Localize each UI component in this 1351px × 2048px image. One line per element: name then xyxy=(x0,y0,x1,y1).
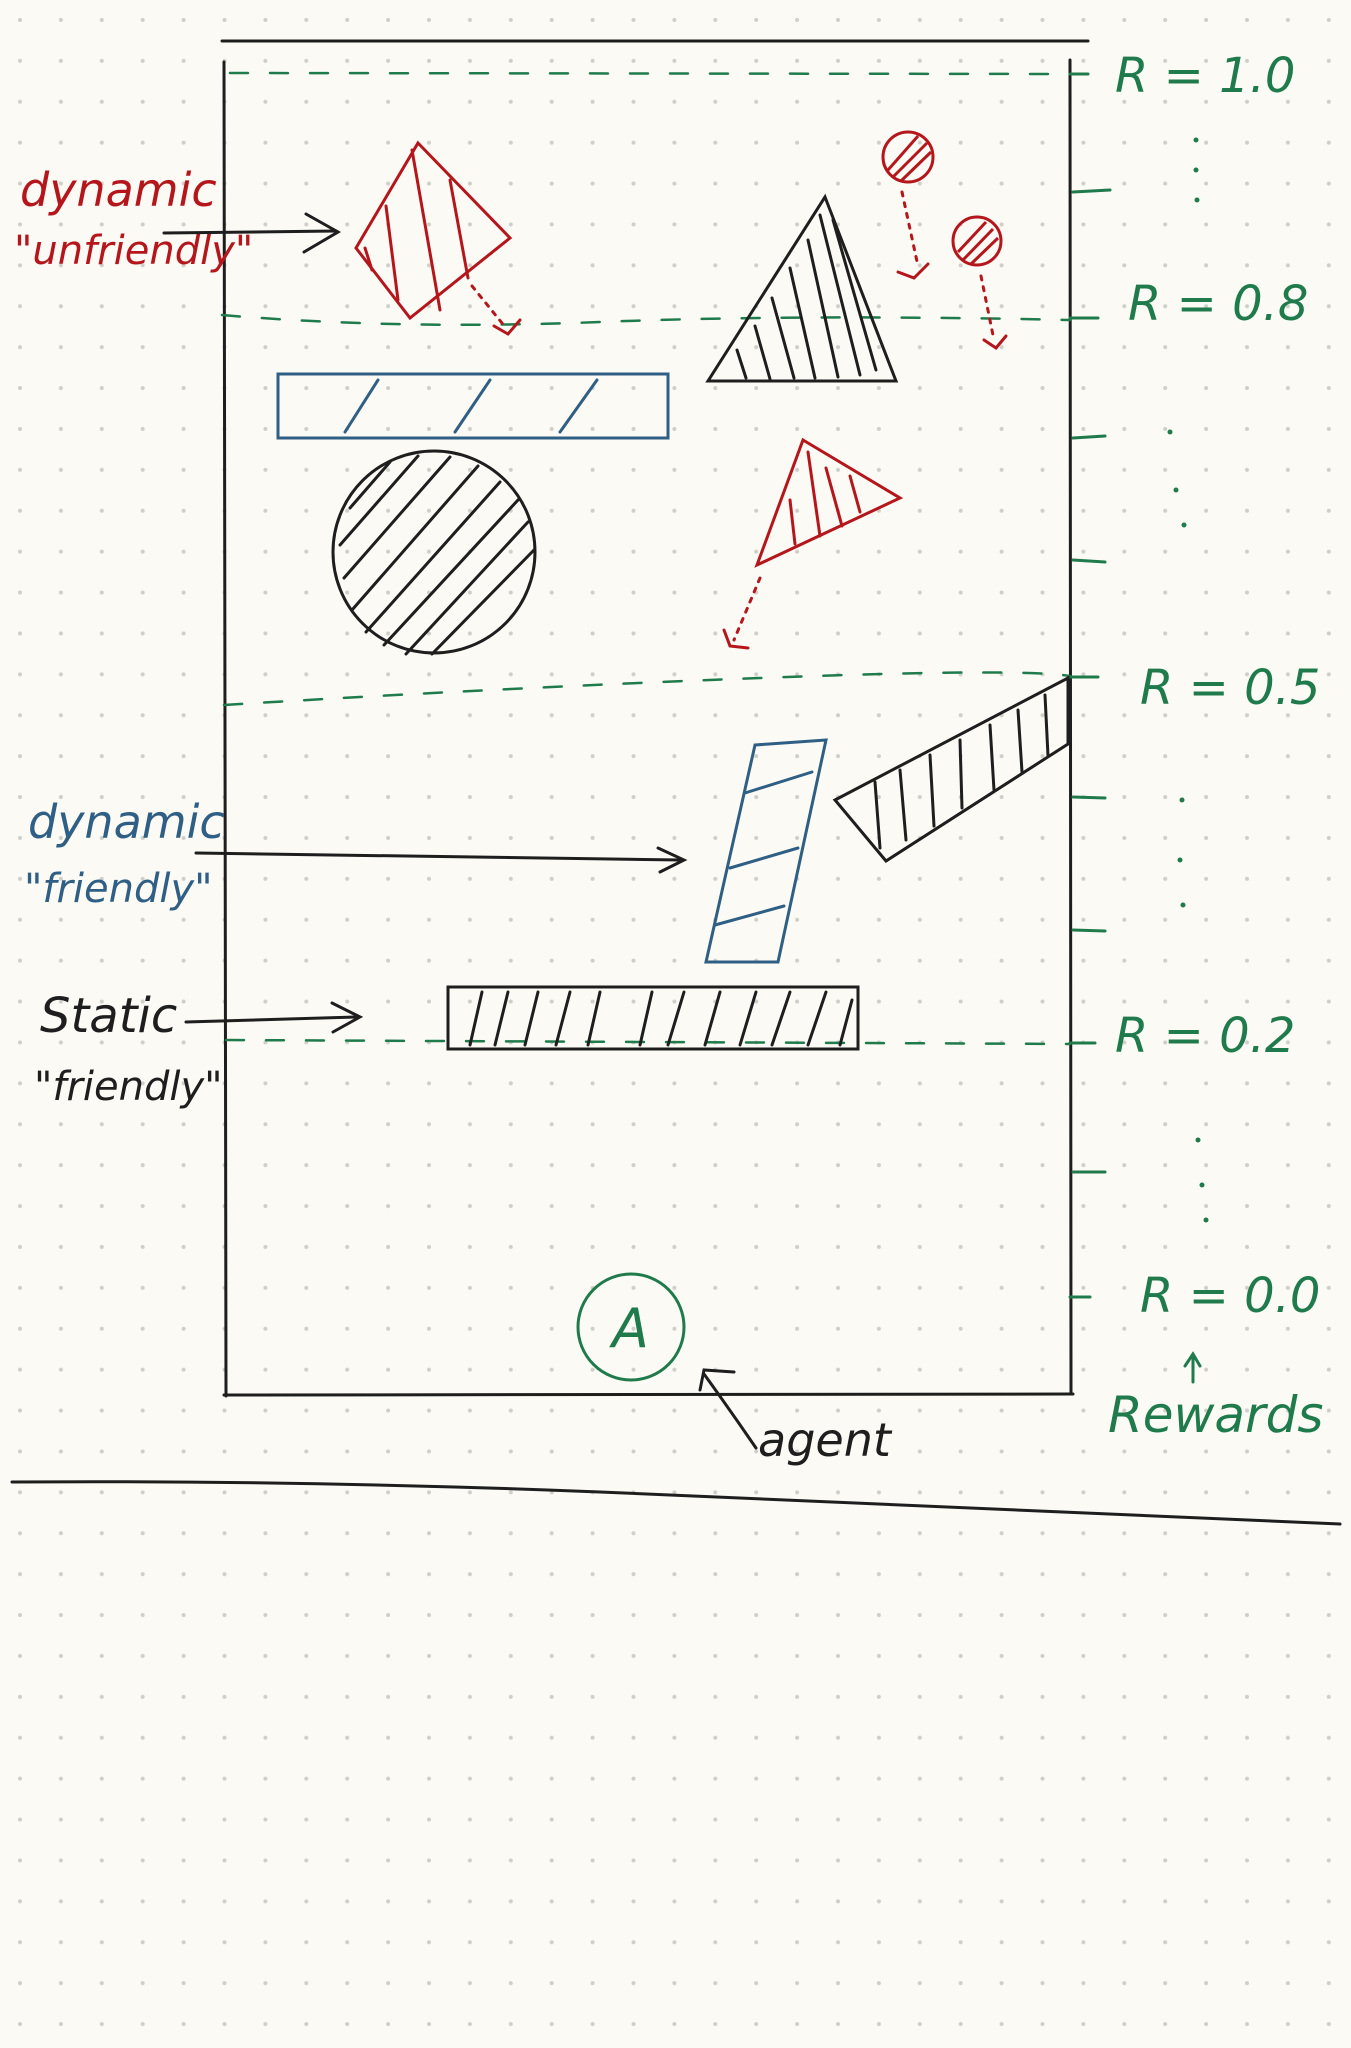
static-circle xyxy=(331,449,537,656)
friendly-horizontal-bar xyxy=(276,372,670,440)
unfriendly-pointer-arrow xyxy=(162,212,342,254)
reward-label-0-0: R = 0.0 xyxy=(1140,1268,1320,1324)
page-separator-line xyxy=(10,1480,1342,1526)
unfriendly-ball-2-trajectory xyxy=(979,274,1008,350)
vertical-ellipsis-icon xyxy=(1167,137,1209,1223)
reward-label-1-0: R = 1.0 xyxy=(1115,48,1295,104)
unfriendly-label-line2: "unfriendly" xyxy=(14,228,253,274)
friendly-label-line1: dynamic xyxy=(28,795,225,849)
reward-scale xyxy=(1068,72,1112,1299)
reward-line-1-0 xyxy=(228,71,1070,76)
reward-label-0-8: R = 0.8 xyxy=(1128,276,1308,332)
static-label-line2: "friendly" xyxy=(34,1064,223,1110)
reward-threshold-lines xyxy=(220,71,1072,1046)
agent-symbol: A xyxy=(609,1297,649,1360)
static-slanted-bar xyxy=(832,675,1070,863)
unfriendly-triangle-trajectory xyxy=(722,576,762,650)
static-label-line1: Static xyxy=(40,988,177,1044)
static-friendly-bar xyxy=(446,985,860,1051)
unfriendly-ball-2 xyxy=(951,215,1003,267)
agent-arrow xyxy=(698,1368,758,1450)
static-triangle xyxy=(705,193,899,383)
friendly-tilted-bar xyxy=(704,738,828,964)
reward-line-0-5 xyxy=(222,671,1072,707)
reward-line-0-8 xyxy=(220,313,1072,327)
rewards-caption: Rewards xyxy=(1108,1386,1323,1444)
reward-label-0-2: R = 0.2 xyxy=(1115,1008,1295,1064)
agent-label: agent xyxy=(758,1413,893,1467)
rewards-caption-arrow xyxy=(1183,1351,1202,1384)
reward-label-0-5: R = 0.5 xyxy=(1140,660,1320,716)
friendly-pointer-arrow xyxy=(194,846,688,874)
unfriendly-label-line1: dynamic xyxy=(20,163,217,217)
unfriendly-triangle xyxy=(754,437,904,568)
unfriendly-diamond xyxy=(354,140,513,321)
agent-circle xyxy=(576,1272,686,1382)
environment-box xyxy=(220,39,1090,1398)
unfriendly-ball-1 xyxy=(881,130,935,184)
unfriendly-ball-1-trajectory xyxy=(896,190,930,280)
static-pointer-arrow xyxy=(184,1001,364,1034)
unfriendly-diamond-trajectory xyxy=(470,284,522,336)
friendly-label-line2: "friendly" xyxy=(24,866,213,912)
